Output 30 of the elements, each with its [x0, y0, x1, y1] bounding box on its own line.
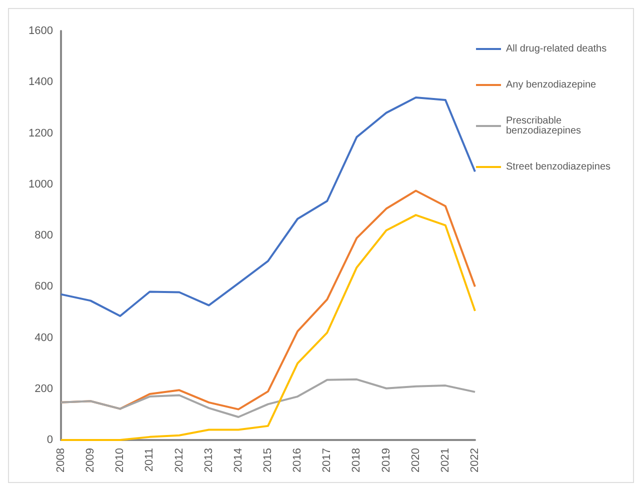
x-tick-label: 2011 [144, 448, 156, 472]
legend-label: All drug-related deaths [506, 44, 607, 54]
line-series [60, 378, 476, 418]
x-tick-label: 2016 [292, 448, 304, 472]
y-tick-label: 1600 [28, 25, 53, 37]
x-tick-label: 2009 [84, 448, 97, 472]
x-tick-label: 2021 [439, 448, 452, 472]
y-tick-label: 1000 [28, 178, 53, 190]
y-tick-label: 1200 [28, 127, 53, 140]
x-tick-label: 2022 [469, 448, 481, 472]
line-series [60, 96, 476, 318]
x-tick-label: 2010 [114, 448, 126, 472]
y-tick-label: 1400 [28, 76, 53, 88]
x-tick-label: 2020 [410, 448, 422, 472]
x-tick-label: 2013 [202, 448, 215, 472]
y-tick-label: 600 [34, 280, 53, 293]
legend-label: Prescribable benzodiazepines [506, 116, 582, 136]
x-tick-label: 2019 [380, 448, 392, 472]
x-tick-label: 2014 [232, 448, 244, 472]
legend-label: Street benzodiazepines [506, 162, 611, 172]
y-tick-label: 200 [34, 382, 53, 395]
y-tick-label: 400 [34, 332, 53, 344]
y-tick-label: 800 [34, 230, 53, 242]
x-tick-label: 2018 [350, 448, 363, 472]
legend-label: Any benzodiazepine [506, 80, 597, 90]
x-tick-label: 2008 [55, 448, 67, 472]
x-tick-label: 2015 [262, 448, 274, 472]
y-tick-label: 0 [46, 434, 53, 446]
x-tick-label: 2017 [321, 448, 334, 472]
x-tick-label: 2012 [173, 448, 186, 472]
